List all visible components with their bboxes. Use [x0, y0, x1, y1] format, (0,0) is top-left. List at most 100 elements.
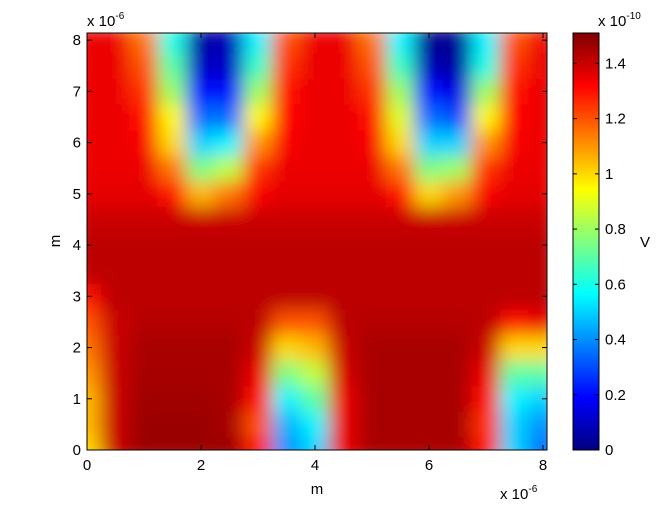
heatmap-cell [186, 334, 216, 361]
heatmap-cells [87, 33, 547, 450]
heatmap-cell [271, 180, 302, 208]
heatmap-cell [87, 231, 102, 259]
y-tick-label: 1 [73, 391, 81, 408]
heatmap-cell [129, 436, 159, 450]
heatmap-cell [271, 359, 302, 387]
heatmap-cell [414, 385, 444, 413]
heatmap-cell [87, 359, 102, 387]
heatmap-cell [300, 33, 330, 54]
heatmap-cell [528, 411, 547, 438]
heatmap-cell [442, 308, 473, 336]
y-tick-label: 5 [73, 186, 81, 203]
heatmap-cell [442, 78, 473, 105]
heatmap-cell [129, 154, 159, 182]
heatmap-cell [87, 78, 102, 105]
heatmap-cell [471, 52, 501, 80]
heatmap-cell [414, 78, 444, 105]
heatmap-cell [328, 436, 359, 450]
heatmap-cell [385, 52, 416, 80]
heatmap-cell [243, 33, 273, 54]
heatmap-cell [328, 129, 359, 156]
heatmap-cell [186, 52, 216, 80]
heatmap-cell [186, 180, 216, 208]
colorbar-exponent-base: x 10 [598, 13, 626, 30]
heatmap-cell [471, 180, 501, 208]
colorbar-tick-label: 1.4 [605, 55, 626, 72]
heatmap-cell [328, 154, 359, 182]
heatmap-cell [499, 129, 530, 156]
heatmap-cell [357, 436, 387, 450]
heatmap-cell [271, 206, 302, 233]
heatmap-cell [528, 283, 547, 310]
heatmap-cell [214, 129, 245, 156]
heatmap-cell [385, 334, 416, 361]
heatmap-cell [442, 129, 473, 156]
x-tick-label: 2 [197, 457, 205, 474]
heatmap-cell [100, 180, 131, 208]
heatmap-cell [157, 78, 188, 105]
heatmap-cell [328, 411, 359, 438]
heatmap-cell [157, 257, 188, 285]
heatmap-cell [243, 52, 273, 80]
heatmap-cell [243, 103, 273, 131]
heatmap-cell [129, 283, 159, 310]
heatmap-cell [129, 206, 159, 233]
heatmap-cell [271, 103, 302, 131]
heatmap-cell [442, 33, 473, 54]
y-exponent-power: -6 [115, 11, 124, 22]
heatmap-cell [87, 257, 102, 285]
heatmap-cell [499, 257, 530, 285]
heatmap-cell [499, 436, 530, 450]
heatmap-cell [300, 308, 330, 336]
heatmap-cell [499, 103, 530, 131]
x-axis-label: m [311, 481, 324, 498]
heatmap-cell [357, 411, 387, 438]
heatmap-cell [157, 385, 188, 413]
heatmap-cell [243, 78, 273, 105]
heatmap-cell [243, 257, 273, 285]
heatmap-cell [442, 411, 473, 438]
heatmap-cell [214, 231, 245, 259]
heatmap-cell [214, 154, 245, 182]
heatmap-cell [214, 180, 245, 208]
heatmap-cell [471, 411, 501, 438]
heatmap-cell [328, 33, 359, 54]
heatmap-cell [385, 436, 416, 450]
y-tick-label: 8 [73, 32, 81, 49]
heatmap-cell [186, 283, 216, 310]
heatmap-cell [300, 359, 330, 387]
heatmap-cell [214, 257, 245, 285]
heatmap-cell [385, 129, 416, 156]
y-tick-label: 3 [73, 288, 81, 305]
heatmap-cell [442, 52, 473, 80]
heatmap-cell [499, 78, 530, 105]
heatmap-cell [442, 436, 473, 450]
heatmap-cell [300, 411, 330, 438]
heatmap-cell [87, 385, 102, 413]
heatmap-cell [129, 411, 159, 438]
heatmap-cell [100, 129, 131, 156]
heatmap-cell [243, 283, 273, 310]
heatmap-cell [357, 334, 387, 361]
heatmap-cell [243, 436, 273, 450]
heatmap-cell [357, 33, 387, 54]
heatmap-cell [300, 78, 330, 105]
heatmap-cell [214, 283, 245, 310]
heatmap-cell [214, 334, 245, 361]
heatmap-cell [243, 206, 273, 233]
heatmap-cell [442, 180, 473, 208]
heatmap-cell [328, 385, 359, 413]
heatmap-cell [385, 206, 416, 233]
heatmap-cell [385, 359, 416, 387]
heatmap-cell [87, 180, 102, 208]
heatmap-cell [414, 334, 444, 361]
heatmap-cell [186, 385, 216, 413]
heatmap-cell [471, 385, 501, 413]
heatmap-cell [357, 129, 387, 156]
heatmap-cell [87, 206, 102, 233]
heatmap-cell [414, 257, 444, 285]
heatmap-cell [214, 308, 245, 336]
x-tick-label: 8 [539, 457, 547, 474]
